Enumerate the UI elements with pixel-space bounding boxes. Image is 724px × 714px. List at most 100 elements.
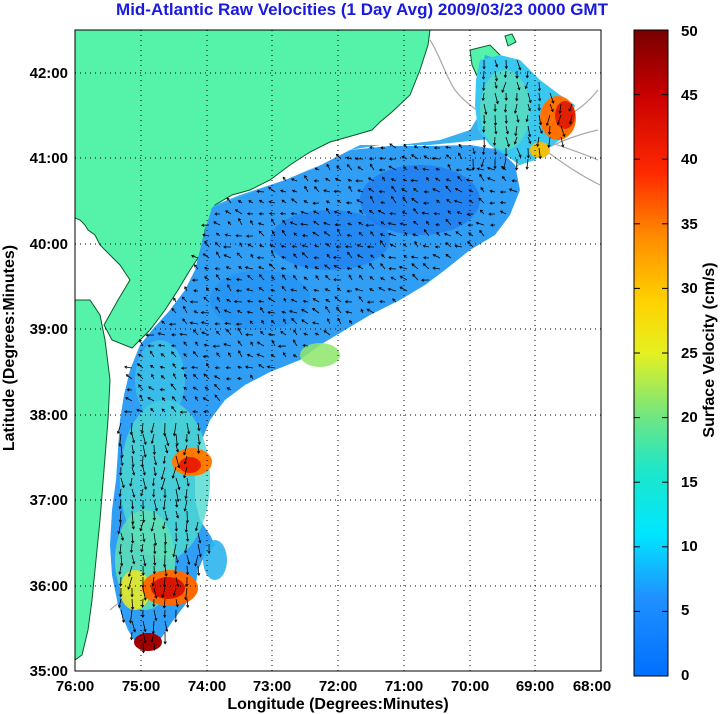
velocity-arrow [402,211,408,215]
velocity-arrow [138,384,144,391]
velocity-arrowhead [196,450,201,454]
velocity-arrow [400,275,408,281]
velocity-arrowhead [432,188,436,192]
velocity-arrow [290,221,298,226]
velocity-arrowhead [223,245,227,249]
velocity-arrow [258,266,265,270]
velocity-arrow [412,274,419,281]
velocity-arrowhead [131,451,135,455]
velocity-arrow [527,103,531,111]
velocity-arrowhead [495,100,499,105]
velocity-vectors [116,59,573,654]
velocity-arrowhead [312,321,316,325]
velocity-arrowhead [237,365,241,369]
velocity-arrowhead [301,234,306,238]
velocity-arrowhead [410,178,414,183]
velocity-arrowhead [312,308,316,311]
velocity-arrowhead [143,486,147,490]
velocity-arrow [164,620,168,632]
velocity-arrowhead [118,493,122,498]
velocity-arrowhead [325,275,329,279]
velocity-arrow [446,178,452,182]
velocity-arrowhead [237,310,241,313]
velocity-arrow [267,366,276,369]
velocity-arrowhead [506,144,510,148]
velocity-arrow [120,477,125,488]
velocity-arrowhead [184,529,188,533]
velocity-arrow [190,322,199,325]
velocity-arrow [164,433,169,446]
velocity-arrowhead [344,245,349,249]
velocity-arrowhead [423,201,427,205]
velocity-arrow [282,230,287,237]
velocity-arrowhead [380,277,384,281]
velocity-arrowhead [387,232,392,236]
velocity-arrow [120,444,123,458]
velocity-arrow [399,266,408,270]
velocity-arrowhead [250,341,254,345]
velocity-arrowhead [226,328,230,333]
velocity-arrow [300,223,309,226]
velocity-arrowhead [369,276,373,280]
velocity-arrowhead [203,266,208,270]
velocity-arrowhead [499,190,503,194]
velocity-arrowhead [359,209,363,213]
velocity-arrow [479,174,485,182]
velocity-arrowhead [132,629,137,633]
velocity-arrowhead [356,199,360,203]
velocity-arrow [302,235,309,237]
velocity-arrowhead [129,432,133,436]
velocity-arrowhead [192,386,196,390]
velocity-arrowhead [346,233,350,237]
velocity-arrow [130,477,133,487]
velocity-arrowhead [132,561,136,565]
velocity-arrow [215,242,221,248]
velocity-arrowhead [380,201,384,205]
velocity-arrowhead [325,207,329,211]
velocity-arrow [268,186,276,193]
colorbar-tick-label: 25 [681,345,698,362]
velocity-arrow [162,521,166,529]
velocity-arrow [538,81,540,91]
velocity-arrowhead [303,200,307,204]
velocity-arrowhead [301,244,305,248]
velocity-arrowhead [291,189,296,193]
velocity-arrow [334,211,342,215]
velocity-arrowhead [186,483,190,487]
velocity-arrowhead [391,185,395,189]
velocity-arrowhead [480,186,484,191]
velocity-arrow [203,356,210,358]
velocity-arrowhead [260,330,264,334]
velocity-arrowhead [118,551,122,555]
velocity-arrow [527,136,531,144]
velocity-arrow [445,219,452,226]
velocity-arrowhead [326,163,330,167]
velocity-arrowhead [183,341,187,345]
velocity-arrowhead [369,262,373,266]
velocity-arrow [197,565,200,576]
velocity-arrow [389,143,397,149]
velocity-arrowhead [192,410,196,414]
velocity-arrowhead [562,133,566,138]
velocity-arrow [291,299,298,303]
velocity-arrow [175,444,179,453]
velocity-arrowhead [237,200,242,204]
velocity-arrowhead [411,263,415,267]
velocity-arrowhead [315,275,319,279]
velocity-arrow [502,176,507,182]
velocity-arrow [557,114,562,125]
velocity-arrowhead [124,410,128,414]
velocity-arrow [179,333,188,336]
velocity-arrowhead [129,483,133,487]
velocity-arrow [422,212,430,215]
velocity-arrowhead [503,109,508,113]
velocity-arrow [301,309,309,314]
velocity-arrowhead [152,451,156,456]
velocity-arrow [379,191,386,193]
velocity-arrow [138,339,144,347]
velocity-arrowhead [545,122,550,127]
velocity-arrowhead [348,274,352,278]
velocity-arrow [194,264,199,270]
velocity-arrow [504,103,507,113]
colorbar-tick-label: 20 [681,409,698,426]
